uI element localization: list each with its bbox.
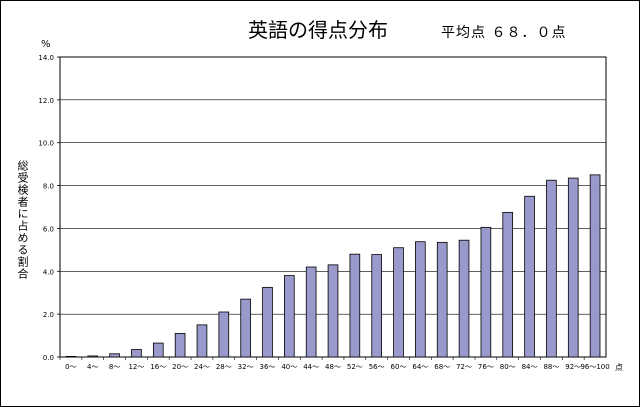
bar	[218, 311, 230, 358]
x-tick-label: 64～	[412, 363, 428, 371]
x-tick-label: 4～	[87, 363, 98, 371]
x-tick-label: 8～	[109, 363, 120, 371]
y-tick-label: 6.0	[43, 225, 54, 233]
bar	[305, 266, 317, 358]
bar	[393, 247, 404, 358]
bar	[524, 195, 535, 358]
x-tick-label: 36～	[260, 363, 276, 371]
bar	[349, 253, 361, 358]
y-axis-unit: %	[41, 39, 51, 50]
bar	[240, 298, 251, 358]
x-tick-label: 72～	[456, 363, 472, 371]
x-tick-label: 84～	[522, 363, 538, 371]
average-score: 平均点 ６８．０点	[441, 25, 567, 41]
bar	[371, 254, 382, 358]
x-tick-label: 32～	[238, 363, 254, 371]
x-tick-label: 16～	[150, 363, 166, 371]
x-tick-label: 24～	[194, 363, 210, 371]
x-tick-label: 96～100	[580, 363, 609, 371]
y-tick-label: 8.0	[43, 183, 54, 191]
bar	[502, 211, 514, 358]
y-tick-label: 0.0	[43, 354, 54, 362]
y-tick-label: 4.0	[43, 268, 54, 276]
x-tick-label: 20～	[172, 363, 188, 371]
bar	[284, 275, 295, 358]
bar	[436, 241, 448, 358]
x-axis-unit: 点	[615, 363, 623, 372]
bar	[458, 239, 470, 358]
x-tick-label: 48～	[325, 363, 341, 371]
x-tick-label: 56～	[369, 363, 385, 371]
x-tick-label: 40～	[281, 363, 297, 371]
y-tick-label: 10.0	[38, 140, 54, 148]
bar	[109, 353, 120, 358]
bar	[327, 264, 339, 358]
y-tick-label: 14.0	[38, 54, 54, 62]
x-tick-label: 0～	[65, 363, 76, 371]
x-tick-label: 28～	[216, 363, 232, 371]
y-tick-label: 2.0	[43, 311, 54, 319]
bar	[415, 241, 426, 358]
x-tick-label: 52～	[347, 363, 363, 371]
bar	[546, 179, 557, 358]
bar	[152, 342, 164, 358]
x-tick-label: 76～	[478, 363, 494, 371]
bar	[174, 333, 186, 358]
bar	[196, 324, 208, 358]
bar	[589, 174, 601, 358]
chart-title: 英語の得点分布	[248, 18, 388, 42]
bar	[567, 177, 579, 358]
x-tick-label: 80～	[500, 363, 516, 371]
bar	[480, 226, 492, 358]
x-tick-label: 44～	[303, 363, 319, 371]
x-tick-label: 68～	[434, 363, 450, 371]
bar	[65, 355, 77, 358]
bar	[262, 286, 273, 358]
y-tick-label: 12.0	[38, 97, 54, 105]
x-tick-label: 88～	[543, 363, 559, 371]
bar	[131, 349, 142, 358]
y-axis-label: 総受検者に占める割合	[16, 160, 29, 280]
x-tick-label: 12～	[128, 363, 144, 371]
x-tick-label: 60～	[391, 363, 407, 371]
x-tick-label: 92～	[565, 363, 581, 371]
bar	[87, 355, 99, 358]
